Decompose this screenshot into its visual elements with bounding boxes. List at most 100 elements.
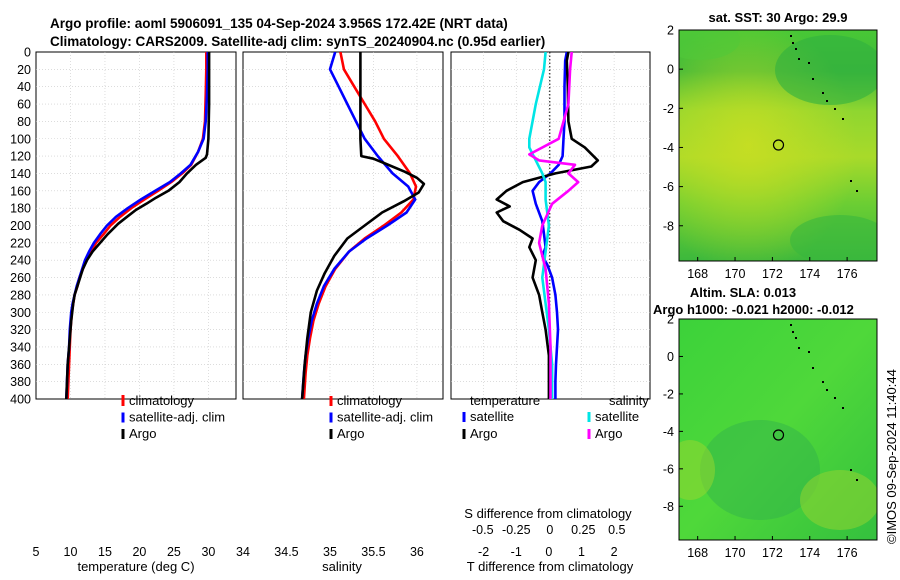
sst-islands xyxy=(790,35,858,192)
legend-title-salinity: salinity xyxy=(609,393,649,408)
island-dot xyxy=(856,479,858,481)
island-dot xyxy=(856,190,858,192)
x-tick-label: 30 xyxy=(201,545,215,559)
island-dot xyxy=(812,367,814,369)
difference-legend-items: temperaturesatelliteArgosalinitysatellit… xyxy=(462,393,649,441)
depth-tick-label: 120 xyxy=(10,150,31,164)
island-dot xyxy=(798,347,800,349)
x-tick-label: 35 xyxy=(323,545,337,559)
sst-map-ticks: 168 170 172 174 176 2 0 -2 -4 -6 -8 xyxy=(663,24,858,282)
x-tick-label: 0 xyxy=(545,545,552,559)
island-dot xyxy=(792,42,794,44)
sla-map xyxy=(679,319,877,540)
figure-title-line2: Climatology: CARS2009. Satellite-adj cli… xyxy=(50,34,545,49)
temperature-xlabel: temperature (deg C) xyxy=(77,559,194,574)
legend-label-temp-1: satellite-adj. clim xyxy=(129,410,225,425)
map-y-tick-label: 0 xyxy=(667,350,674,364)
depth-tick-label: 340 xyxy=(10,340,31,354)
difference-ticks: -2 -1 0 1 2 xyxy=(478,545,618,559)
map-y-tick-label: -4 xyxy=(663,425,674,439)
sst-argo-marker xyxy=(772,139,785,151)
map-x-tick-label: 172 xyxy=(762,546,783,560)
sla-map-title2: Argo h1000: -0.021 h2000: -0.012 xyxy=(653,302,854,317)
salinity-series xyxy=(300,52,426,399)
salinity-xlabel: salinity xyxy=(322,559,362,574)
s-diff-tick-label: 0.5 xyxy=(608,523,625,537)
x-tick-label: 2 xyxy=(611,545,618,559)
series-line-salinity-satellite xyxy=(527,52,554,399)
series-line-argo xyxy=(300,52,426,399)
series-line-climatology xyxy=(302,52,418,399)
map-x-tick-label: 176 xyxy=(837,267,858,281)
island-dot xyxy=(822,92,824,94)
sst-cool-patch xyxy=(775,35,877,105)
map-x-tick-label: 170 xyxy=(725,546,746,560)
legend-label-tdiff-argo: Argo xyxy=(470,426,497,441)
map-y-tick-label: -8 xyxy=(663,500,674,514)
temperature-ticks: 5 10 15 20 25 30 xyxy=(33,545,216,559)
x-tick-label: 35.5 xyxy=(361,545,385,559)
sst-map-frame xyxy=(678,29,878,262)
series-line-satellite-adj-clim xyxy=(300,52,417,399)
depth-tick-label: 240 xyxy=(10,254,31,268)
depth-tick-label: 140 xyxy=(10,167,31,181)
map-x-tick-label: 172 xyxy=(762,267,783,281)
salinity-ticks: 34 34.5 35 35.5 36 xyxy=(236,545,424,559)
island-dot xyxy=(850,469,852,471)
sst-map xyxy=(679,30,877,261)
island-dot xyxy=(826,389,828,391)
depth-tick-label: 220 xyxy=(10,236,31,250)
x-tick-label: 5 xyxy=(33,545,40,559)
legend-label-tdiff-sat: satellite xyxy=(470,409,514,424)
sla-argo-marker xyxy=(772,429,785,441)
depth-tick-label: 0 xyxy=(24,46,31,60)
difference-xlabel: T difference from climatology xyxy=(467,559,634,574)
sla-high-patch xyxy=(800,470,877,530)
depth-tick-label: 40 xyxy=(17,80,31,94)
map-x-tick-label: 168 xyxy=(687,546,708,560)
temperature-series xyxy=(65,52,211,399)
series-line-argo xyxy=(65,52,211,399)
map-y-tick-label: -2 xyxy=(663,387,674,401)
sst-patch-se xyxy=(790,215,877,261)
depth-tick-label: 160 xyxy=(10,184,31,198)
sla-low-patch xyxy=(700,420,820,520)
depth-tick-label: 60 xyxy=(17,98,31,112)
salinity-difference-tick-labels: -0.5 -0.25 0 0.25 0.5 xyxy=(472,523,626,537)
map-y-tick-label: -8 xyxy=(663,219,674,233)
island-dot xyxy=(808,351,810,353)
x-tick-label: 20 xyxy=(132,545,146,559)
depth-tick-label: 200 xyxy=(10,219,31,233)
difference-grid xyxy=(451,52,650,399)
difference-xlabel-top: S difference from climatology xyxy=(464,506,632,521)
x-tick-label: 15 xyxy=(98,545,112,559)
series-line-temperature-satellite xyxy=(531,52,569,399)
map-x-tick-label: 174 xyxy=(799,267,820,281)
x-tick-label: 36 xyxy=(410,545,424,559)
island-dot xyxy=(795,48,797,50)
x-tick-label: 34 xyxy=(236,545,250,559)
legend-label-sal-0: climatology xyxy=(337,393,403,408)
depth-tick-label: 360 xyxy=(10,358,31,372)
depth-tick-labels: 0 20 40 60 80 100 120 140 160 180 200 220 240 260 280 3… xyxy=(10,46,31,407)
map-x-tick-label: 174 xyxy=(799,546,820,560)
s-diff-tick-label: 0.25 xyxy=(571,523,595,537)
legend-label-sdiff-argo: Argo xyxy=(595,426,622,441)
legend-title-temperature: temperature xyxy=(470,393,540,408)
x-tick-label: 1 xyxy=(578,545,585,559)
x-tick-label: -1 xyxy=(511,545,522,559)
sla-map-title: Altim. SLA: 0.013 xyxy=(690,285,796,300)
map-y-tick-label: -6 xyxy=(663,180,674,194)
island-dot xyxy=(792,331,794,333)
figure-title-line1: Argo profile: aoml 5906091_135 04-Sep-20… xyxy=(50,16,508,31)
map-x-tick-label: 170 xyxy=(725,267,746,281)
island-dot xyxy=(842,118,844,120)
s-diff-tick-label: 0 xyxy=(546,523,553,537)
map-y-tick-label: 0 xyxy=(667,63,674,77)
depth-tick-label: 80 xyxy=(17,115,31,129)
difference-series xyxy=(495,52,600,399)
sst-map-title: sat. SST: 30 Argo: 29.9 xyxy=(709,10,848,25)
map-y-tick-label: 2 xyxy=(667,313,674,327)
x-tick-label: 34.5 xyxy=(274,545,298,559)
island-dot xyxy=(812,78,814,80)
